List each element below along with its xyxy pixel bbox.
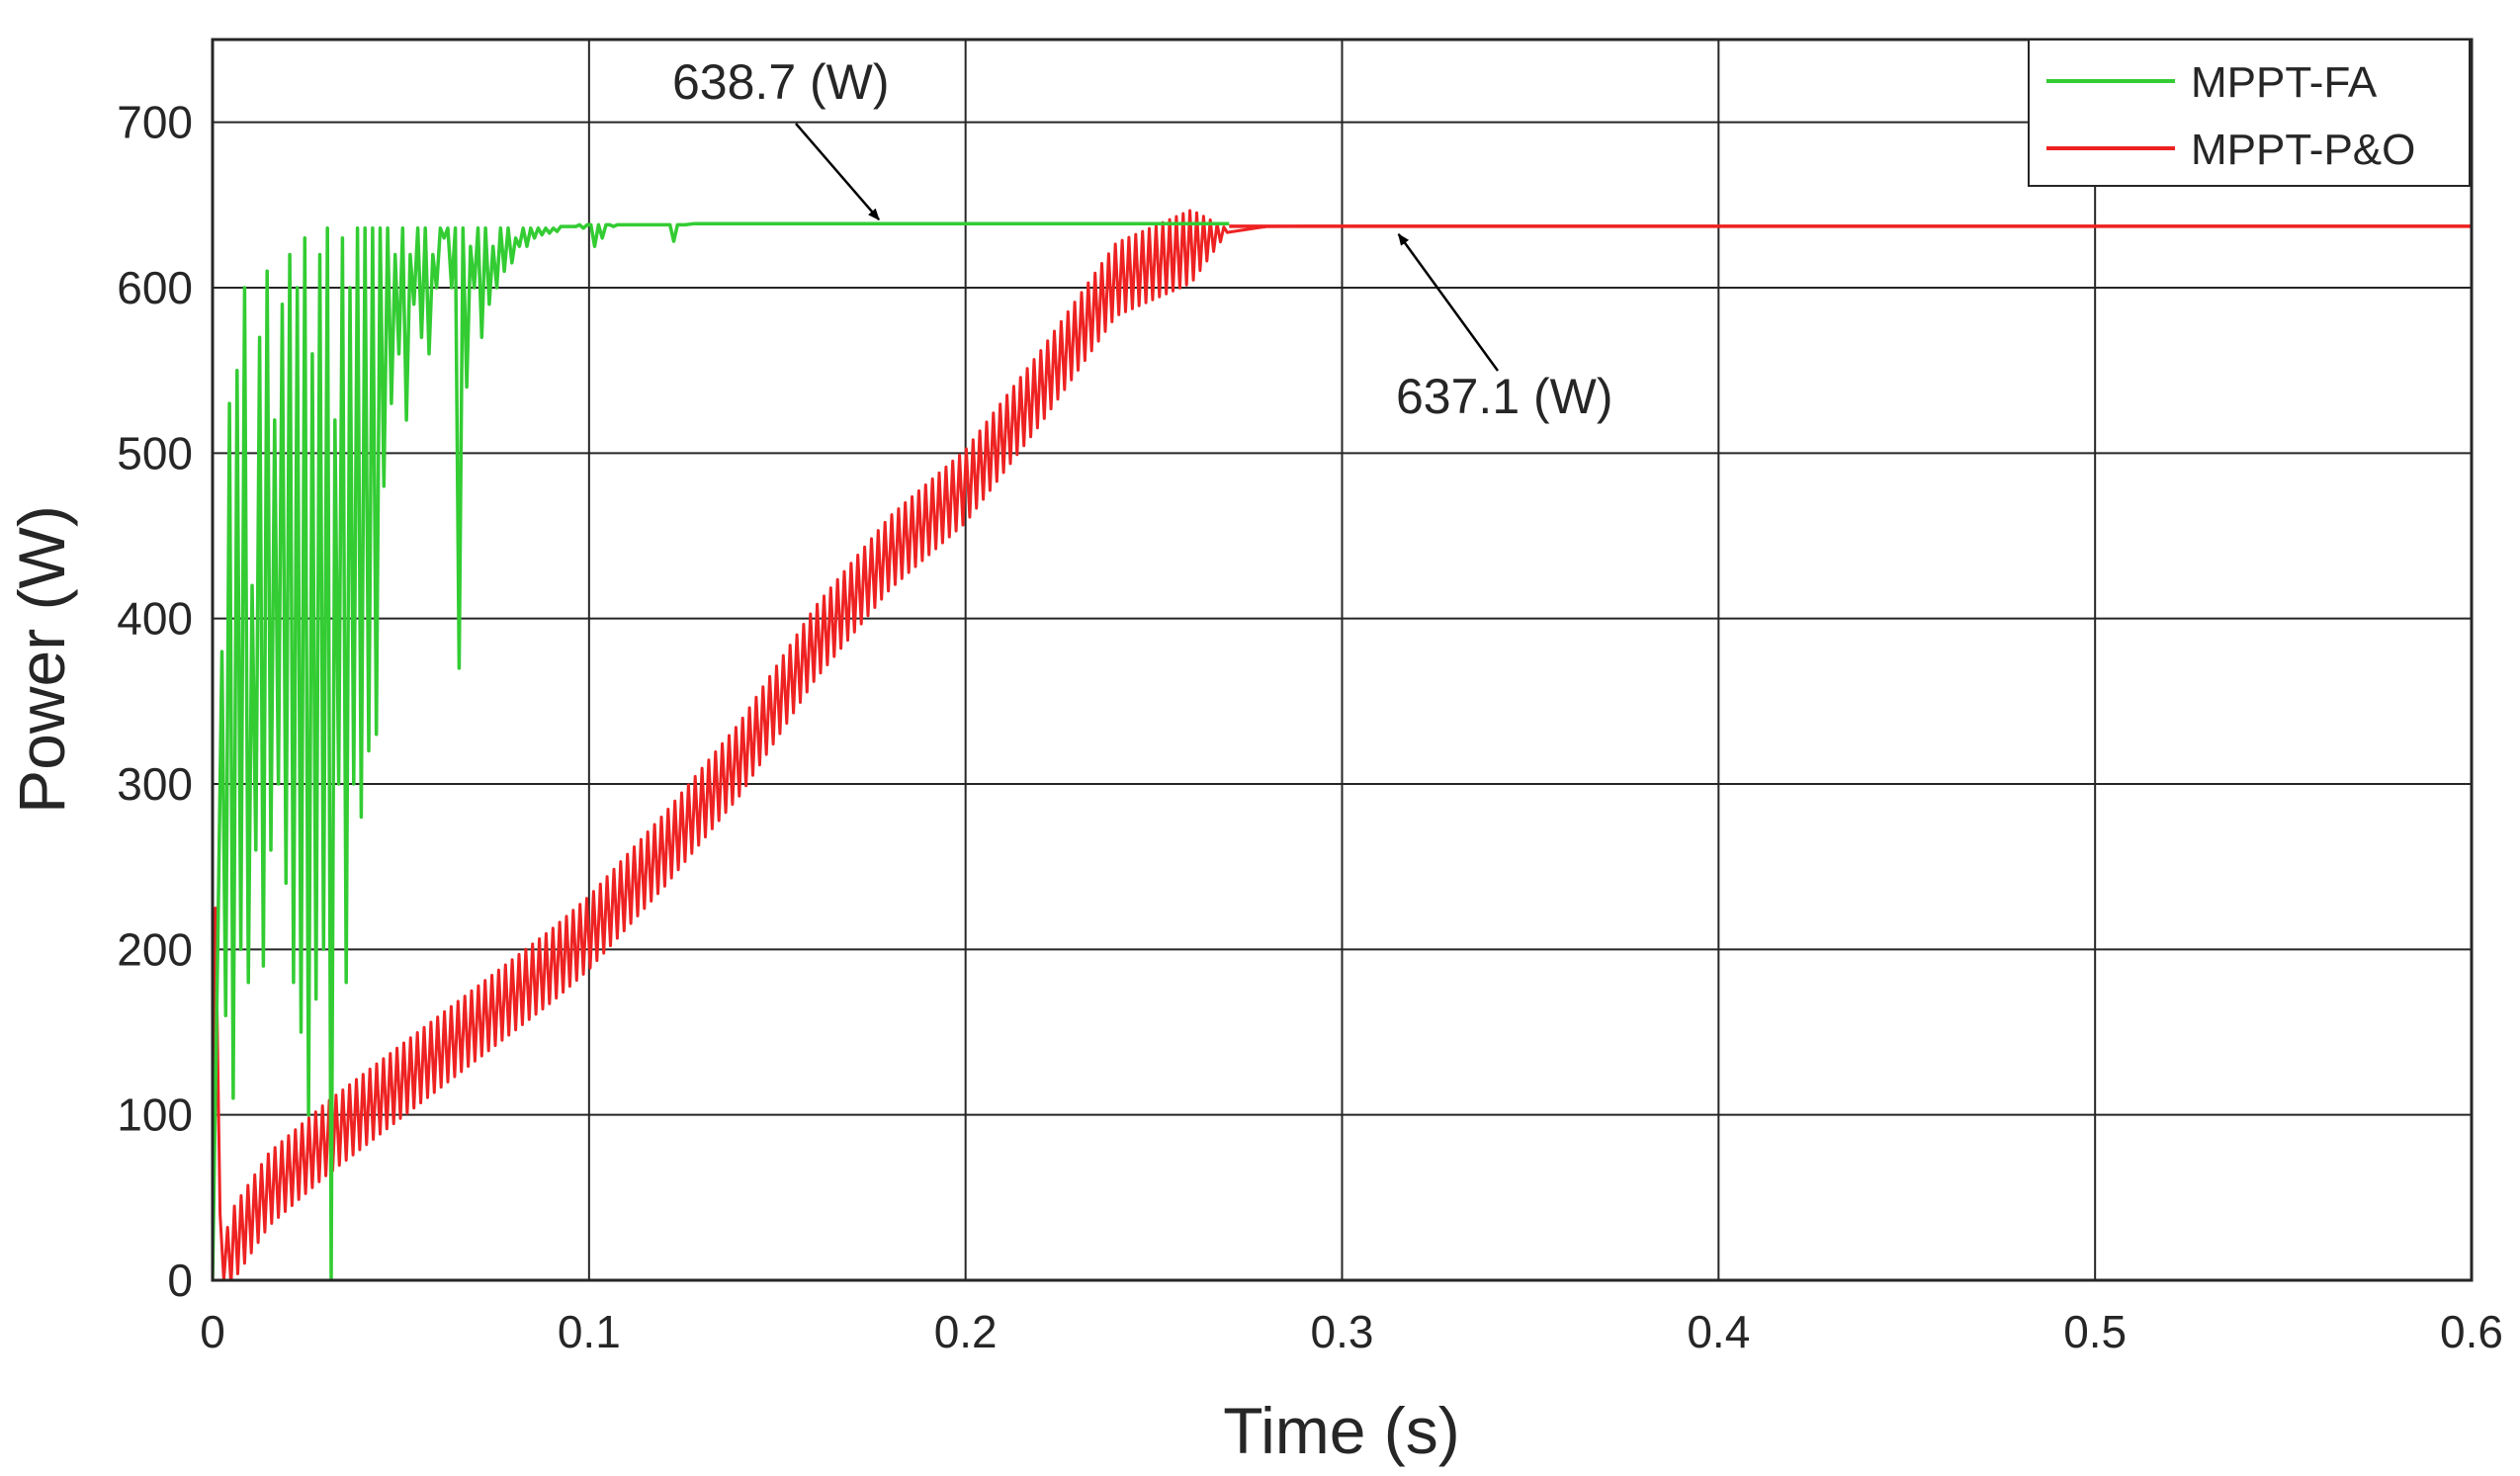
legend-box (2028, 39, 2471, 187)
annotation-arrow-po (1397, 233, 1500, 372)
legend-label-mppt-fa: MPPT-FA (2191, 58, 2378, 107)
x-tick-label: 0.2 (934, 1306, 998, 1357)
plot-frame (211, 38, 2474, 1282)
x-axis-title: Time (s) (1223, 1394, 1460, 1467)
y-tick-label: 600 (117, 262, 193, 313)
x-tick-label: 0.3 (1311, 1306, 1374, 1357)
y-tick-label: 100 (117, 1089, 193, 1141)
annotation-fa-value: 638.7 (W) (672, 54, 890, 110)
series-line-mppt-fa (213, 221, 1230, 1280)
x-tick-label: 0.5 (2063, 1306, 2127, 1357)
y-tick-label: 700 (117, 97, 193, 148)
x-axis-ticks: 0 0.1 0.2 0.3 0.4 0.5 0.6 (200, 1306, 2503, 1357)
legend-label-mppt-po: MPPT-P&O (2191, 126, 2415, 174)
y-tick-label: 0 (167, 1255, 193, 1306)
y-tick-label: 300 (117, 758, 193, 810)
y-axis-ticks: 0 100 200 300 400 500 600 700 (117, 97, 193, 1306)
y-axis-title: Power (W) (5, 505, 78, 814)
x-tick-label: 0.4 (1687, 1306, 1750, 1357)
annotation-po-value: 637.1 (W) (1396, 369, 1613, 424)
x-tick-label: 0 (200, 1306, 225, 1357)
annotations: 638.7 (W) 637.1 (W) (672, 54, 1613, 424)
x-tick-label: 0.1 (558, 1306, 621, 1357)
annotation-arrow-fa (795, 123, 881, 221)
y-tick-label: 500 (117, 427, 193, 478)
y-tick-label: 400 (117, 593, 193, 645)
x-tick-label: 0.6 (2440, 1306, 2503, 1357)
legend: MPPT-FA MPPT-P&O (2028, 39, 2471, 187)
series-line-mppt-po (213, 209, 2472, 1280)
series-layer (213, 209, 2472, 1280)
y-tick-label: 200 (117, 923, 193, 975)
